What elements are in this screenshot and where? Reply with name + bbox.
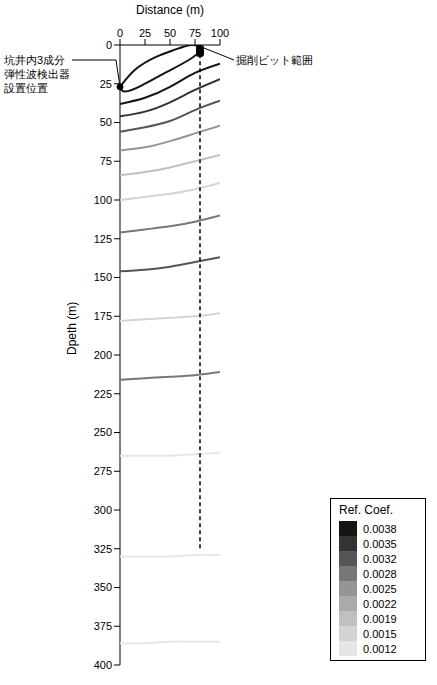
svg-text:弾性波検出器: 弾性波検出器 bbox=[4, 68, 70, 80]
svg-text:175: 175 bbox=[94, 310, 112, 322]
html-text:0.0032: 0.0032 bbox=[363, 552, 397, 565]
html-text:0.0038: 0.0038 bbox=[363, 522, 397, 535]
html-text:0.0012: 0.0012 bbox=[363, 642, 397, 655]
svg-text:250: 250 bbox=[94, 426, 112, 438]
html-text:0.0035: 0.0035 bbox=[363, 537, 397, 550]
svg-text:掘削ビット範囲: 掘削ビット範囲 bbox=[236, 54, 313, 66]
svg-text:100: 100 bbox=[94, 194, 112, 206]
svg-text:75: 75 bbox=[189, 27, 201, 39]
svg-text:設置位置: 設置位置 bbox=[4, 82, 48, 94]
svg-text:Dpeth (m): Dpeth (m) bbox=[65, 302, 79, 355]
svg-text:坑井内3成分: 坑井内3成分 bbox=[3, 54, 65, 66]
html-text:0.0019: 0.0019 bbox=[363, 612, 397, 625]
svg-text:50: 50 bbox=[164, 27, 176, 39]
svg-text:50: 50 bbox=[100, 116, 112, 128]
svg-text:0: 0 bbox=[117, 27, 123, 39]
svg-text:Distance (m): Distance (m) bbox=[136, 3, 204, 17]
html-text:Ref. Coef.: Ref. Coef. bbox=[339, 503, 393, 517]
svg-text:150: 150 bbox=[94, 271, 112, 283]
svg-text:0: 0 bbox=[106, 39, 112, 51]
html-text:0.0022: 0.0022 bbox=[363, 597, 397, 610]
svg-text:25: 25 bbox=[100, 78, 112, 90]
html-text:0.0015: 0.0015 bbox=[363, 627, 397, 640]
svg-text:25: 25 bbox=[139, 27, 151, 39]
svg-text:300: 300 bbox=[94, 504, 112, 516]
html-text:0.0025: 0.0025 bbox=[363, 582, 397, 595]
html-text:0.0028: 0.0028 bbox=[363, 567, 397, 580]
svg-text:375: 375 bbox=[94, 620, 112, 632]
svg-text:100: 100 bbox=[211, 27, 229, 39]
svg-text:350: 350 bbox=[94, 581, 112, 593]
svg-text:75: 75 bbox=[100, 155, 112, 167]
svg-text:400: 400 bbox=[94, 659, 112, 671]
svg-text:200: 200 bbox=[94, 349, 112, 361]
svg-text:275: 275 bbox=[94, 465, 112, 477]
svg-text:225: 225 bbox=[94, 388, 112, 400]
svg-text:325: 325 bbox=[94, 543, 112, 555]
svg-text:125: 125 bbox=[94, 233, 112, 245]
